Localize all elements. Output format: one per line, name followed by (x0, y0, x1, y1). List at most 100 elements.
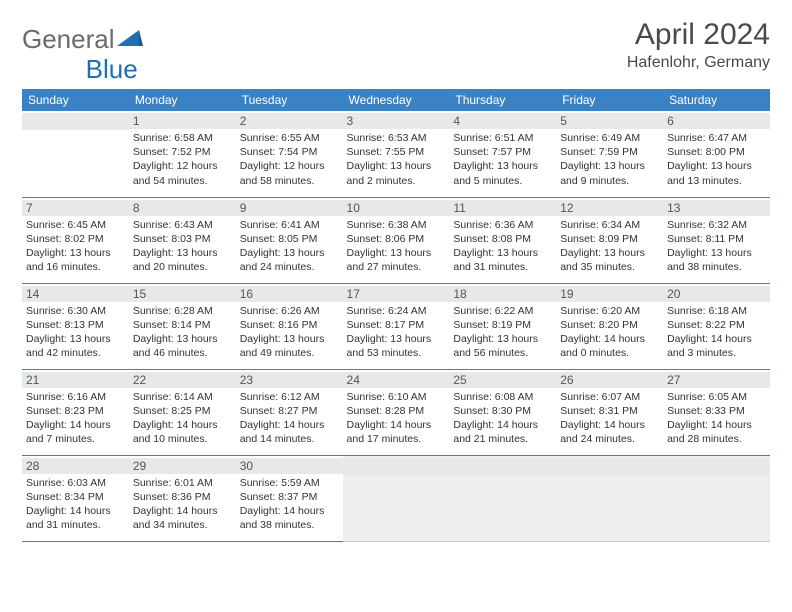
daylight-line: Daylight: 14 hours and 10 minutes. (133, 418, 232, 446)
sunset-line: Sunset: 8:22 PM (667, 318, 766, 332)
calendar-cell-empty (663, 455, 770, 541)
sunrise-line: Sunrise: 6:01 AM (133, 476, 232, 490)
day-details: Sunrise: 6:08 AMSunset: 8:30 PMDaylight:… (453, 390, 552, 447)
day-number: 1 (129, 113, 236, 129)
daylight-line: Daylight: 13 hours and 56 minutes. (453, 332, 552, 360)
daylight-line: Daylight: 14 hours and 31 minutes. (26, 504, 125, 532)
brand-part2: Blue (86, 54, 138, 84)
day-number-blank (22, 113, 129, 130)
sunrise-line: Sunrise: 6:20 AM (560, 304, 659, 318)
calendar-row: 1 Sunrise: 6:58 AMSunset: 7:52 PM Daylight… (22, 111, 770, 197)
sunrise-line: Sunrise: 6:41 AM (240, 218, 339, 232)
daylight-line: Daylight: 12 hours and 58 minutes. (240, 159, 339, 187)
sunset-line: Sunset: 7:52 PM (133, 145, 232, 159)
sunset-line: Sunset: 8:14 PM (133, 318, 232, 332)
sunset-line: Sunset: 8:30 PM (453, 404, 552, 418)
daylight-line: Daylight: 14 hours and 3 minutes. (667, 332, 766, 360)
day-details: Sunrise: 6:22 AMSunset: 8:19 PMDaylight:… (453, 304, 552, 361)
calendar-cell: 19Sunrise: 6:20 AMSunset: 8:20 PMDayligh… (556, 283, 663, 369)
day-number: 14 (22, 286, 129, 302)
sunrise-line: Sunrise: 6:28 AM (133, 304, 232, 318)
sunset-line: Sunset: 8:02 PM (26, 232, 125, 246)
sunset-line: Sunset: 8:23 PM (26, 404, 125, 418)
day-number: 26 (556, 372, 663, 388)
sunrise-line: Sunrise: 6:58 AM (133, 131, 232, 145)
calendar-cell-empty (449, 455, 556, 541)
daylight-line: Daylight: 13 hours and 27 minutes. (347, 246, 446, 274)
calendar-body: 1 Sunrise: 6:58 AMSunset: 7:52 PM Daylight… (22, 111, 770, 541)
sunrise-line: Sunrise: 6:05 AM (667, 390, 766, 404)
calendar-cell: 23 Sunrise: 6:12 AMSunset: 8:27 PMDayligh… (236, 369, 343, 455)
sunrise-line: Sunrise: 6:08 AM (453, 390, 552, 404)
sunset-line: Sunset: 8:03 PM (133, 232, 232, 246)
sunset-line: Sunset: 8:11 PM (667, 232, 766, 246)
calendar-row: 28Sunrise: 6:03 AMSunset: 8:34 PMDayligh… (22, 455, 770, 541)
daylight-line: Daylight: 14 hours and 14 minutes. (240, 418, 339, 446)
calendar-header-row: SundayMondayTuesdayWednesdayThursdayFrid… (22, 89, 770, 111)
daylight-line: Daylight: 14 hours and 28 minutes. (667, 418, 766, 446)
day-number: 7 (22, 200, 129, 216)
calendar-cell: 16Sunrise: 6:26 AMSunset: 8:16 PMDayligh… (236, 283, 343, 369)
sunrise-line: Sunrise: 6:38 AM (347, 218, 446, 232)
sunrise-line: Sunrise: 6:36 AM (453, 218, 552, 232)
sunrise-line: Sunrise: 6:43 AM (133, 218, 232, 232)
sunrise-line: Sunrise: 6:24 AM (347, 304, 446, 318)
daylight-line: Daylight: 14 hours and 7 minutes. (26, 418, 125, 446)
sunset-line: Sunset: 8:20 PM (560, 318, 659, 332)
day-details: Sunrise: 6:01 AMSunset: 8:36 PMDaylight:… (133, 476, 232, 533)
sunset-line: Sunset: 7:59 PM (560, 145, 659, 159)
sunrise-line: Sunrise: 6:07 AM (560, 390, 659, 404)
daylight-line: Daylight: 13 hours and 31 minutes. (453, 246, 552, 274)
month-title: April 2024 (627, 18, 770, 52)
calendar-cell: 30Sunrise: 5:59 AMSunset: 8:37 PMDayligh… (236, 455, 343, 541)
brand-part1: General (22, 24, 115, 55)
daylight-line: Daylight: 14 hours and 0 minutes. (560, 332, 659, 360)
day-details: Sunrise: 6:28 AMSunset: 8:14 PMDaylight:… (133, 304, 232, 361)
sunset-line: Sunset: 8:13 PM (26, 318, 125, 332)
sunrise-line: Sunrise: 6:18 AM (667, 304, 766, 318)
sunrise-line: Sunrise: 6:51 AM (453, 131, 552, 145)
calendar-cell: 17Sunrise: 6:24 AMSunset: 8:17 PMDayligh… (343, 283, 450, 369)
day-number-blank (449, 458, 556, 475)
calendar-cell: 28Sunrise: 6:03 AMSunset: 8:34 PMDayligh… (22, 455, 129, 541)
day-number: 23 (236, 372, 343, 388)
weekday-header: Tuesday (236, 89, 343, 111)
day-details: Sunrise: 6:14 AMSunset: 8:25 PMDaylight:… (133, 390, 232, 447)
day-number: 9 (236, 200, 343, 216)
day-number: 11 (449, 200, 556, 216)
day-number: 18 (449, 286, 556, 302)
sunrise-line: Sunrise: 6:03 AM (26, 476, 125, 490)
day-details: Sunrise: 6:12 AMSunset: 8:27 PMDaylight:… (240, 390, 339, 447)
day-number-blank (343, 458, 450, 475)
day-number: 6 (663, 113, 770, 129)
day-details: Sunrise: 6:34 AMSunset: 8:09 PMDaylight:… (560, 218, 659, 275)
daylight-line: Daylight: 13 hours and 24 minutes. (240, 246, 339, 274)
calendar-cell: 6Sunrise: 6:47 AMSunset: 8:00 PMDaylight… (663, 111, 770, 197)
calendar-cell: 3Sunrise: 6:53 AMSunset: 7:55 PMDaylight… (343, 111, 450, 197)
calendar-cell: 9Sunrise: 6:41 AMSunset: 8:05 PMDaylight… (236, 197, 343, 283)
sunset-line: Sunset: 8:06 PM (347, 232, 446, 246)
calendar-cell: 24Sunrise: 6:10 AMSunset: 8:28 PMDayligh… (343, 369, 450, 455)
brand-part2-wrap: GeneBlue (22, 54, 770, 85)
calendar-cell: 21Sunrise: 6:16 AMSunset: 8:23 PMDayligh… (22, 369, 129, 455)
day-number-blank (663, 458, 770, 475)
day-number: 10 (343, 200, 450, 216)
day-number: 28 (22, 458, 129, 474)
calendar-cell: 20Sunrise: 6:18 AMSunset: 8:22 PMDayligh… (663, 283, 770, 369)
sunset-line: Sunset: 8:08 PM (453, 232, 552, 246)
day-number: 12 (556, 200, 663, 216)
calendar-cell: 22Sunrise: 6:14 AMSunset: 8:25 PMDayligh… (129, 369, 236, 455)
calendar-cell: 2Sunrise: 6:55 AMSunset: 7:54 PMDaylight… (236, 111, 343, 197)
day-details: Sunrise: 6:55 AMSunset: 7:54 PMDaylight:… (240, 131, 339, 188)
sunrise-line: Sunrise: 6:47 AM (667, 131, 766, 145)
daylight-line: Daylight: 13 hours and 35 minutes. (560, 246, 659, 274)
brand-triangle-icon (117, 24, 143, 55)
calendar-cell: 10 Sunrise: 6:38 AMSunset: 8:06 PMDayligh… (343, 197, 450, 283)
sunset-line: Sunset: 8:19 PM (453, 318, 552, 332)
sunset-line: Sunset: 8:09 PM (560, 232, 659, 246)
daylight-line: Daylight: 13 hours and 20 minutes. (133, 246, 232, 274)
calendar-cell: 13Sunrise: 6:32 AMSunset: 8:11 PMDayligh… (663, 197, 770, 283)
day-details: Sunrise: 6:43 AMSunset: 8:03 PMDaylight:… (133, 218, 232, 275)
daylight-line: Daylight: 13 hours and 42 minutes. (26, 332, 125, 360)
daylight-line: Daylight: 14 hours and 34 minutes. (133, 504, 232, 532)
